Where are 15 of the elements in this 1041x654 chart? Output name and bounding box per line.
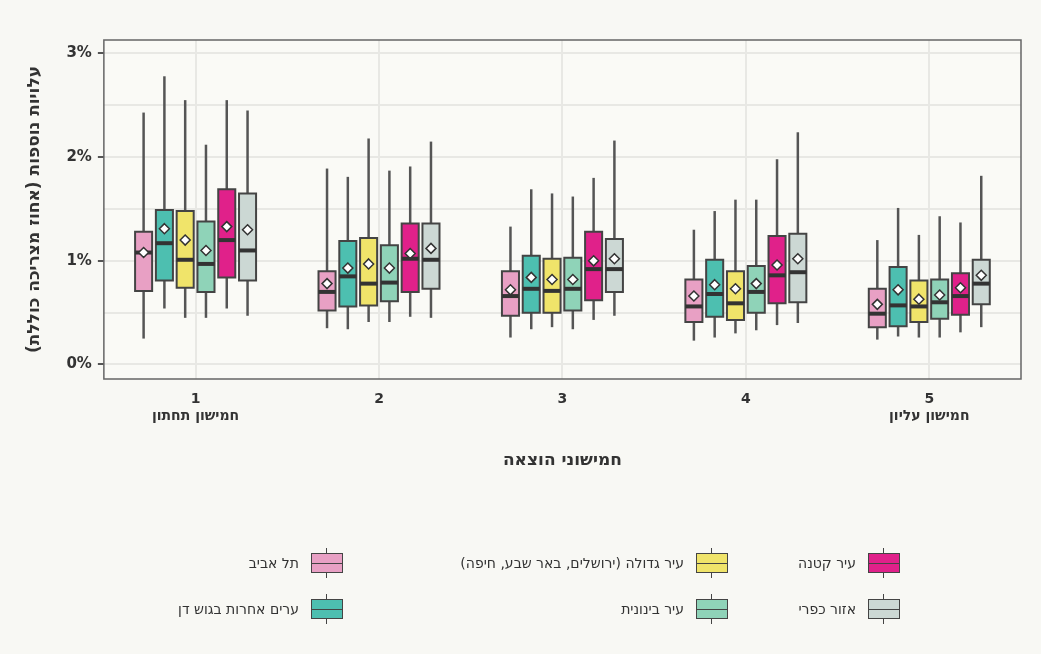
x-tick-label: 4 — [740, 390, 751, 407]
legend-label: אזור כפרי — [798, 601, 856, 617]
y-tick-label: 1% — [66, 250, 92, 269]
legend-label: תל אביב — [248, 555, 299, 571]
x-tick-label: 2 — [374, 390, 384, 407]
y-tick-label: 2% — [66, 147, 92, 166]
legend-label: עיר קטנה — [797, 555, 856, 571]
y-tick-label: 3% — [66, 43, 92, 62]
legend-label: עיר גדולה (ירושלים, באר שבע, חיפה) — [460, 555, 684, 571]
y-axis-title: עלויות נוספות (אחוז מצריכה כוללת) — [22, 65, 43, 354]
legend-label: עיר בינונית — [621, 601, 684, 617]
y-tick-label: 0% — [66, 354, 92, 373]
x-axis-title: חמישוני הוצאה — [502, 449, 622, 470]
legend-label: ערים אחרות בגוש דן — [178, 601, 299, 617]
x-tick-label: 3 — [557, 390, 568, 407]
